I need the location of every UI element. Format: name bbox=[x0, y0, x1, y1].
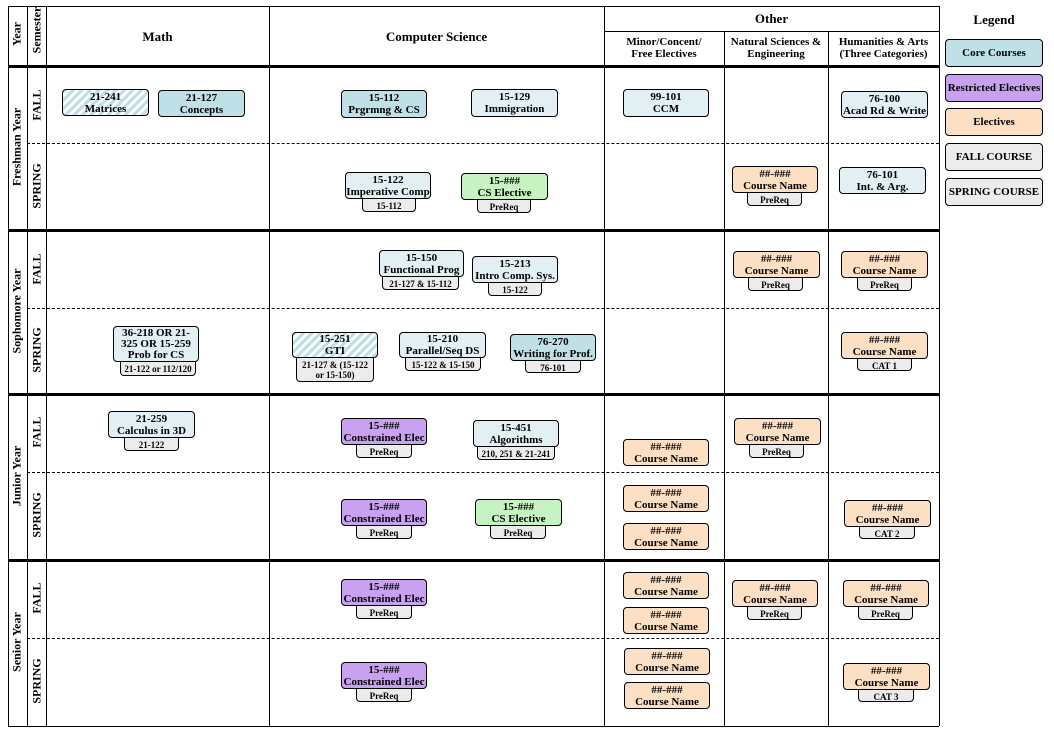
course-box[interactable]: ##-### Course Name bbox=[732, 166, 818, 193]
course-box[interactable]: 21-127 Concepts bbox=[158, 90, 245, 117]
prereq-label: PreReq bbox=[749, 445, 804, 458]
prereq-label: 21-122 or 112/120 bbox=[120, 362, 196, 376]
prereq-label: PreReq bbox=[747, 193, 802, 206]
prereq-label: PreReq bbox=[490, 526, 546, 539]
semester-label-fall: FALL bbox=[29, 253, 44, 285]
course-box[interactable]: 15-### CS Elective bbox=[461, 173, 548, 200]
semester-label-spring: SPRING bbox=[29, 163, 44, 209]
course-box[interactable]: ##-### Course Name bbox=[733, 251, 820, 278]
legend-electives: Electives bbox=[945, 108, 1043, 136]
course-box[interactable]: 15-### Constrained Elec bbox=[341, 499, 427, 526]
course-box[interactable]: 15-150 Functional Prog bbox=[379, 250, 464, 277]
header-year: Year bbox=[9, 22, 24, 46]
legend-title: Legend bbox=[973, 11, 1015, 27]
header-cs: Computer Science bbox=[385, 28, 488, 44]
course-box[interactable]: 15-112 Prgrmng & CS bbox=[341, 90, 427, 118]
course-box[interactable]: ##-### Course Name bbox=[843, 663, 930, 690]
year-label-senior: Senior Year bbox=[9, 612, 24, 672]
course-box[interactable]: 15-122 Imperative Comp bbox=[345, 172, 431, 199]
course-box[interactable]: ##-### Course Name bbox=[843, 580, 929, 607]
prereq-label: CAT 2 bbox=[859, 527, 915, 539]
course-box[interactable]: ##-### Course Name bbox=[624, 682, 710, 709]
prereq-label: PreReq bbox=[477, 200, 531, 213]
course-box[interactable]: 15-### Constrained Elec bbox=[341, 418, 427, 445]
prereq-label: PreReq bbox=[356, 689, 412, 702]
prereq-label: CAT 1 bbox=[857, 359, 912, 371]
semester-label-fall: FALL bbox=[29, 582, 44, 614]
course-box[interactable]: ##-### Course Name bbox=[623, 485, 709, 512]
course-box[interactable]: 21-241 Matrices bbox=[62, 89, 149, 116]
course-box[interactable]: 15-451 Algorithms bbox=[473, 420, 559, 447]
header-minor: Minor/Concent/ Free Electives bbox=[626, 35, 702, 60]
legend-restricted-electives: Restricted Electives bbox=[945, 74, 1043, 102]
year-label-sophomore: Sophomore Year bbox=[9, 268, 24, 354]
prereq-label: PreReq bbox=[747, 607, 802, 620]
semester-label-fall: FALL bbox=[29, 89, 44, 121]
course-box[interactable]: ##-### Course Name bbox=[624, 648, 710, 675]
legend-spring-course: SPRING COURSE bbox=[945, 178, 1043, 206]
semester-label-spring: SPRING bbox=[29, 658, 44, 704]
course-box[interactable]: 15-### Constrained Elec bbox=[341, 579, 427, 606]
prereq-label: 210, 251 & 21-241 bbox=[477, 447, 555, 460]
course-box[interactable]: ##-### Course Name bbox=[844, 500, 931, 527]
prereq-label: PreReq bbox=[857, 278, 912, 291]
header-semester: Semester bbox=[29, 6, 44, 54]
course-box[interactable]: 15-251 GTI bbox=[292, 332, 378, 358]
course-box[interactable]: 36-218 OR 21-325 OR 15-259 Prob for CS bbox=[113, 326, 199, 362]
header-other: Other bbox=[754, 11, 789, 27]
course-box[interactable]: ##-### Course Name bbox=[841, 332, 928, 359]
semester-label-spring: SPRING bbox=[29, 327, 44, 373]
prereq-label: PreReq bbox=[356, 445, 412, 458]
course-box[interactable]: 15-### CS Elective bbox=[475, 499, 562, 526]
prereq-label: 15-122 bbox=[488, 283, 542, 296]
header-math: Math bbox=[142, 28, 173, 44]
legend-fall-course: FALL COURSE bbox=[945, 143, 1043, 171]
course-box[interactable]: ##-### Course Name bbox=[623, 523, 709, 550]
course-box[interactable]: ##-### Course Name bbox=[623, 607, 709, 634]
course-box[interactable]: 15-129 Immigration bbox=[471, 89, 558, 117]
header-humanities: Humanities & Arts (Three Categories) bbox=[838, 35, 929, 60]
course-box[interactable]: ##-### Course Name bbox=[734, 418, 821, 445]
prereq-label: 15-122 & 15-150 bbox=[405, 358, 481, 371]
year-label-junior: Junior Year bbox=[9, 445, 24, 507]
course-box[interactable]: ##-### Course Name bbox=[623, 572, 709, 599]
course-box[interactable]: 15-### Constrained Elec bbox=[341, 662, 427, 689]
prereq-label: PreReq bbox=[858, 607, 913, 620]
prereq-label: 15-112 bbox=[362, 199, 416, 212]
prereq-label: 21-122 bbox=[124, 438, 179, 451]
prereq-label: PreReq bbox=[356, 606, 412, 619]
course-box[interactable]: 21-259 Calculus in 3D bbox=[108, 411, 195, 438]
prereq-label: 76-101 bbox=[525, 361, 581, 373]
prereq-label: 21-127 & (15-122 or 15-150) bbox=[296, 358, 374, 382]
prereq-label: CAT 3 bbox=[858, 690, 914, 702]
course-box[interactable]: ##-### Course Name bbox=[732, 580, 818, 607]
course-box[interactable]: 76-101 Int. & Arg. bbox=[839, 167, 926, 194]
course-box[interactable]: 15-213 Intro Comp. Sys. bbox=[472, 256, 558, 283]
course-box[interactable]: 76-270 Writing for Prof. bbox=[510, 334, 596, 361]
course-box[interactable]: ##-### Course Name bbox=[623, 439, 709, 466]
course-box[interactable]: 15-210 Parallel/Seq DS bbox=[399, 332, 486, 358]
prereq-label: PreReq bbox=[748, 278, 803, 291]
legend-core-courses: Core Courses bbox=[945, 39, 1043, 67]
prereq-label: 21-127 & 15-112 bbox=[382, 277, 459, 290]
year-label-freshman: Freshman Year bbox=[9, 107, 24, 187]
semester-label-spring: SPRING bbox=[29, 492, 44, 538]
course-box[interactable]: 76-100 Acad Rd & Write bbox=[841, 91, 928, 118]
header-natsci: Natural Sciences & Engineering bbox=[730, 35, 822, 60]
semester-label-fall: FALL bbox=[29, 416, 44, 448]
prereq-label: PreReq bbox=[356, 526, 412, 539]
course-box[interactable]: 99-101 CCM bbox=[623, 89, 709, 117]
course-box[interactable]: ##-### Course Name bbox=[841, 251, 928, 278]
